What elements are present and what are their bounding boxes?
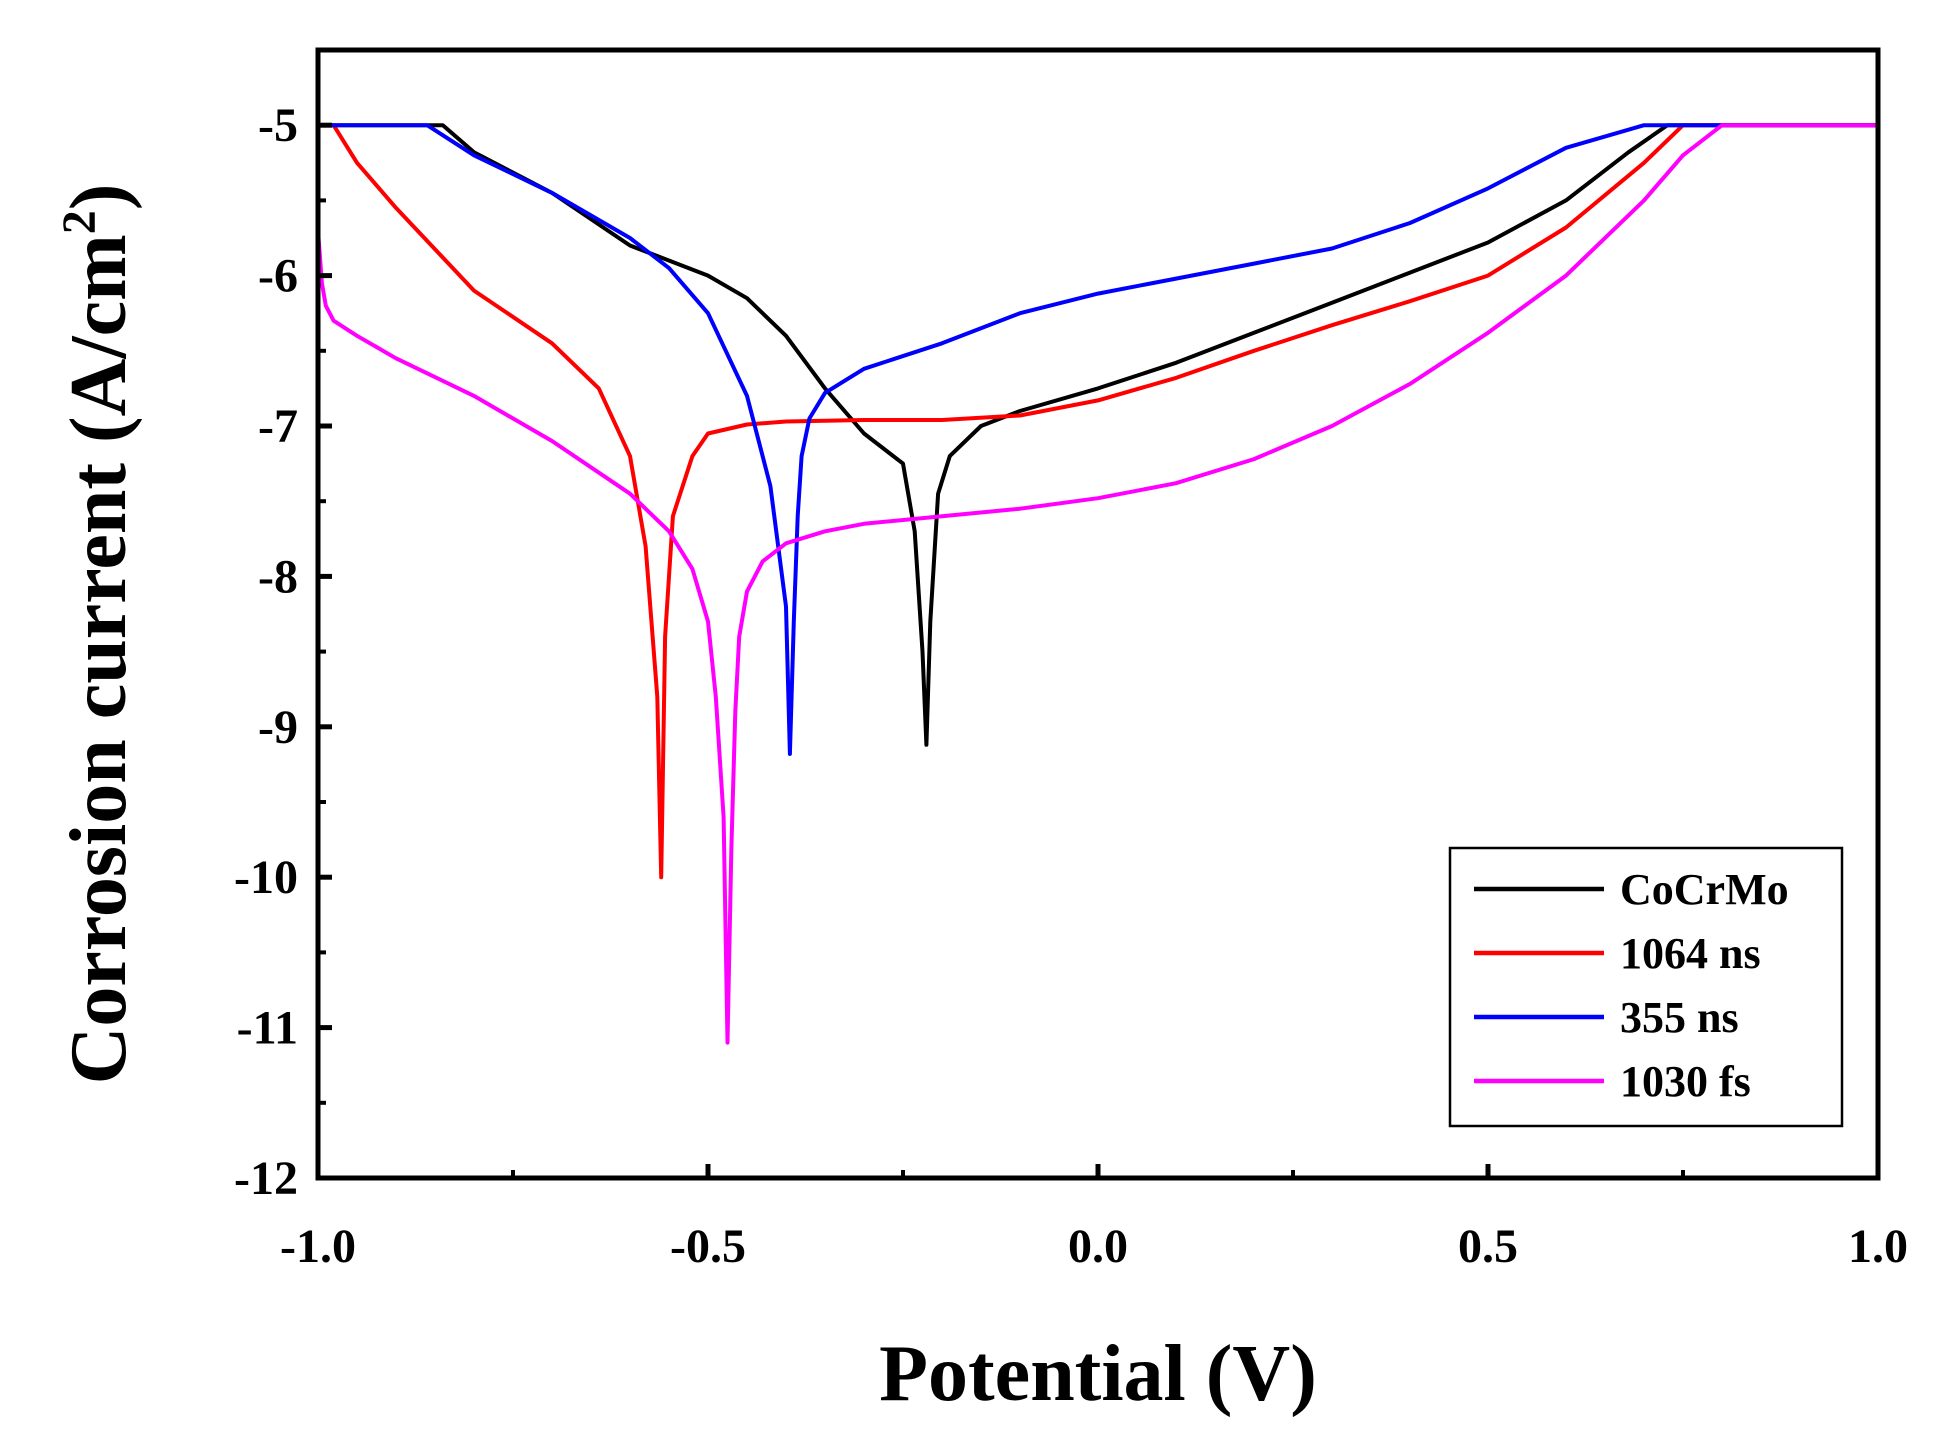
y-axis-title-close: ) [55, 184, 143, 211]
series-line-1 [316, 123, 1880, 880]
y-axis-title: Corrosion current (A/cm2) [53, 184, 143, 1085]
legend-label: 1064 ns [1620, 929, 1761, 978]
x-tick-label: 0.0 [1068, 1220, 1128, 1273]
y-tick-label: -7 [258, 400, 298, 453]
x-tick-label: -0.5 [670, 1220, 746, 1273]
x-tick-label: -1.0 [280, 1220, 356, 1273]
y-tick-label: -12 [234, 1152, 298, 1205]
y-tick-label: -6 [258, 250, 298, 303]
x-axis-title: Potential (V) [879, 1330, 1317, 1418]
series-line-2 [316, 123, 1880, 756]
series-line-0 [316, 123, 1880, 747]
x-tick-label: 0.5 [1458, 1220, 1518, 1273]
x-tick-label: 1.0 [1848, 1220, 1908, 1273]
legend-label: 1030 fs [1620, 1057, 1751, 1106]
y-tick-label: -10 [234, 851, 298, 904]
axis-ticks: -1.0 -0.5 0.0 0.5 1.0 -5 -6 -7 -8 -9 -10 -11 -12 [234, 99, 1908, 1273]
y-axis-title-superscript: 2 [53, 210, 106, 234]
y-tick-label: -9 [258, 701, 298, 754]
y-tick-label: -8 [258, 550, 298, 603]
legend-label: 355 ns [1620, 993, 1739, 1042]
series-layer [316, 123, 1880, 1045]
y-axis-title-main: Corrosion current (A/cm [55, 234, 143, 1084]
y-tick-label: -5 [258, 99, 298, 152]
legend-label: CoCrMo [1620, 865, 1789, 914]
y-tick-label: -11 [237, 1002, 298, 1055]
series-line-3 [316, 123, 1880, 1045]
legend: CoCrMo 1064 ns 355 ns 1030 fs [1448, 846, 1844, 1128]
